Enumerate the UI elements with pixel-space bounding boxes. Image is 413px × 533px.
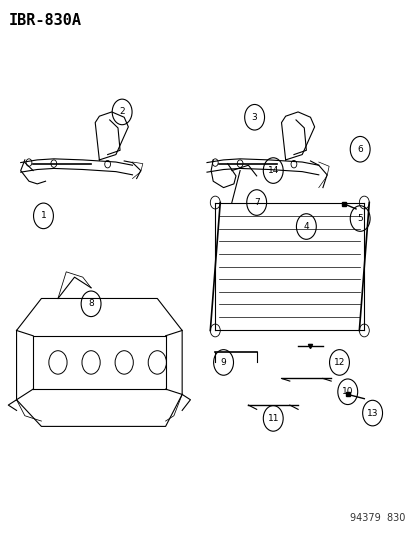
Text: 4: 4 xyxy=(303,222,309,231)
Text: 9: 9 xyxy=(220,358,226,367)
Text: IBR-830A: IBR-830A xyxy=(8,13,81,28)
Text: 13: 13 xyxy=(366,409,377,417)
Text: 2: 2 xyxy=(119,108,125,116)
Text: 7: 7 xyxy=(253,198,259,207)
Text: 5: 5 xyxy=(356,214,362,223)
Text: 10: 10 xyxy=(341,387,353,396)
Text: 11: 11 xyxy=(267,414,278,423)
Text: 14: 14 xyxy=(267,166,278,175)
Text: 94379  830: 94379 830 xyxy=(349,513,405,523)
Text: 6: 6 xyxy=(356,145,362,154)
Text: 1: 1 xyxy=(40,212,46,220)
Text: 8: 8 xyxy=(88,300,94,308)
Text: 3: 3 xyxy=(251,113,257,122)
Text: 12: 12 xyxy=(333,358,344,367)
